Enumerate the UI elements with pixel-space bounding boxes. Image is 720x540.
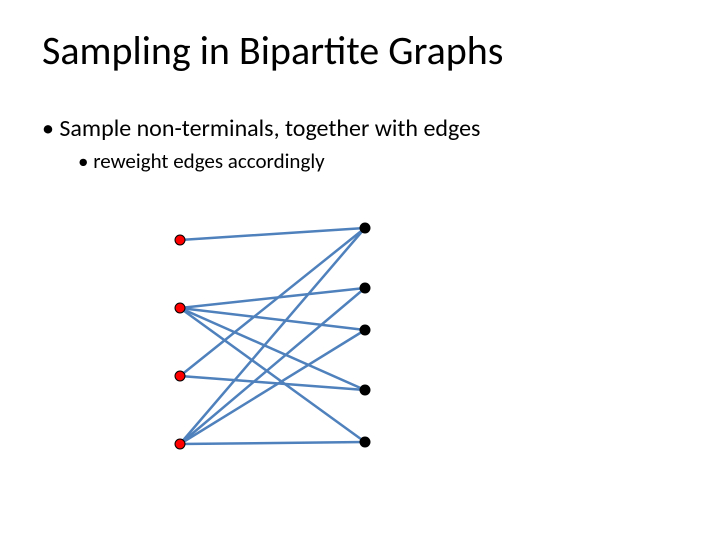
graph-svg — [150, 210, 410, 470]
graph-edge — [180, 228, 365, 444]
graph-node — [360, 223, 370, 233]
bipartite-graph — [150, 210, 410, 470]
graph-edge — [180, 228, 365, 376]
graph-edge — [180, 288, 365, 308]
page-title: Sampling in Bipartite Graphs — [42, 26, 503, 75]
graph-node — [175, 235, 185, 245]
graph-node — [360, 325, 370, 335]
bullet-level-2: reweight edges accordingly — [78, 148, 325, 174]
graph-node — [175, 371, 185, 381]
graph-node — [175, 439, 185, 449]
graph-edge — [180, 228, 365, 240]
graph-edge — [180, 442, 365, 444]
graph-node — [175, 303, 185, 313]
bullet-level-1: Sample non-terminals, together with edge… — [42, 114, 480, 143]
slide: Sampling in Bipartite Graphs Sample non-… — [0, 0, 720, 540]
graph-node — [360, 385, 370, 395]
graph-node — [360, 283, 370, 293]
graph-node — [360, 437, 370, 447]
